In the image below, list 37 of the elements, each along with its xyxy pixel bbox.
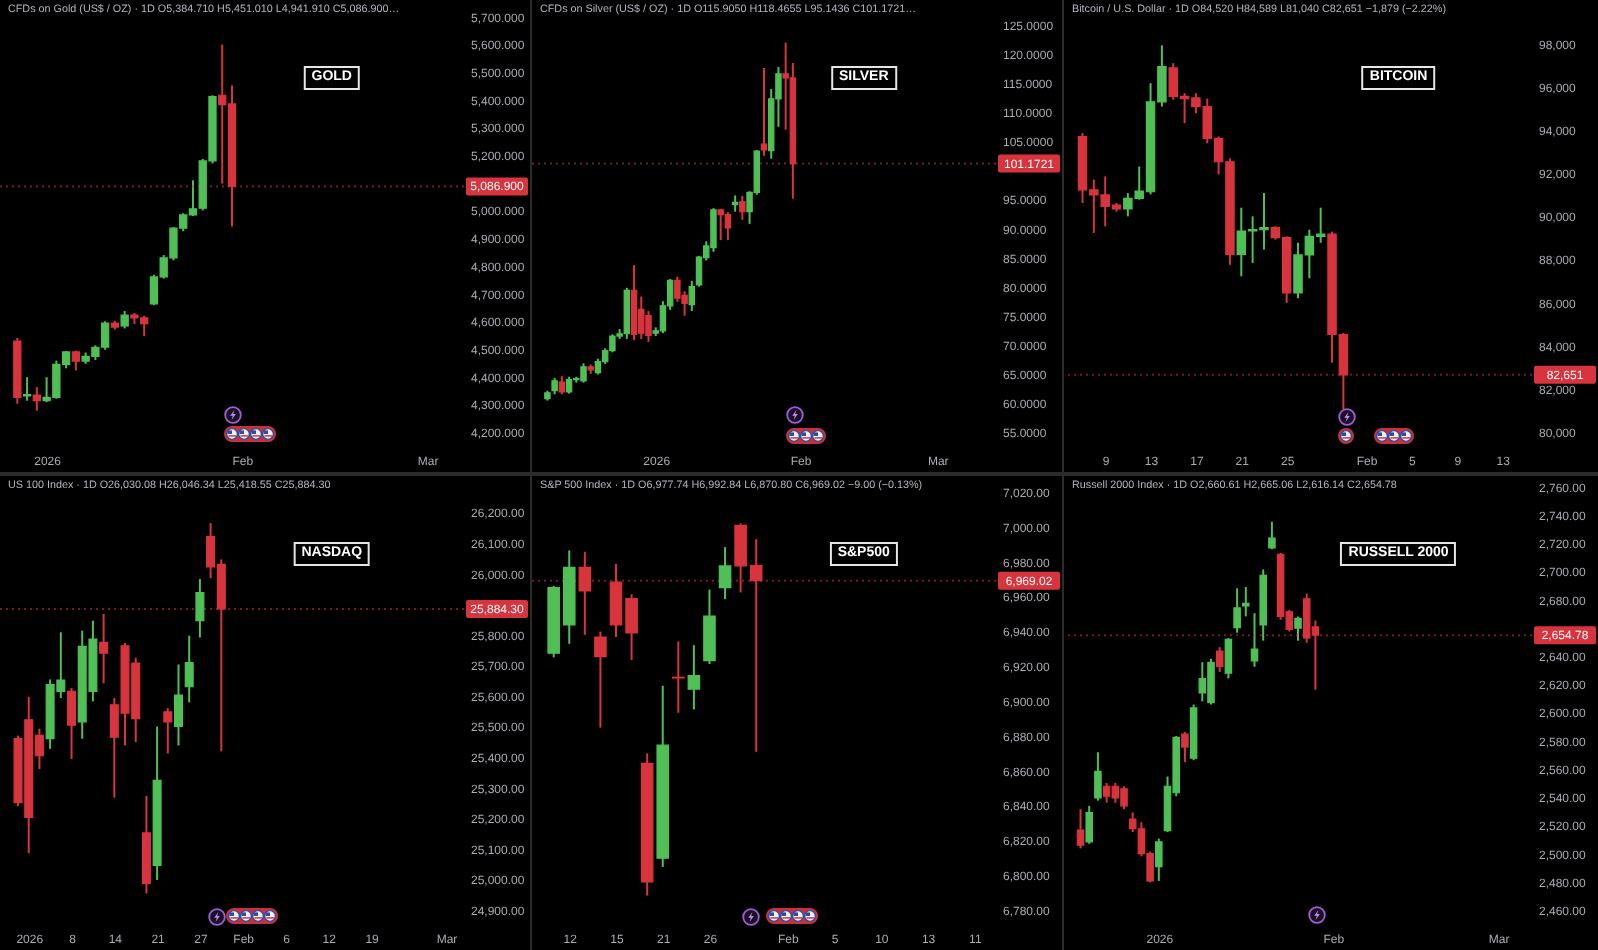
candlestick: [1111, 782, 1120, 804]
candlestick: [703, 588, 716, 665]
candlestick: [672, 640, 685, 714]
candlestick: [99, 612, 109, 685]
candlestick: [717, 207, 724, 242]
candlestick: [1181, 731, 1189, 764]
candlestick: [724, 211, 732, 242]
candlestick: [718, 546, 732, 601]
candlestick: [1076, 808, 1085, 850]
candlestick: [710, 207, 717, 253]
candlestick: [558, 375, 566, 396]
candlestick: [578, 550, 592, 636]
candlestick: [1268, 520, 1276, 551]
candlestick: [22, 376, 32, 402]
candlestick: [638, 295, 645, 340]
candlestick: [67, 686, 77, 760]
candlestick: [580, 362, 587, 384]
candlestick: [594, 630, 607, 729]
candlestick: [739, 194, 746, 221]
candlestick: [1224, 636, 1233, 680]
candlestick: [623, 286, 631, 340]
candlestick: [195, 578, 205, 639]
candlestick: [1294, 615, 1302, 642]
candlestick: [1198, 661, 1207, 703]
candlestick: [1233, 587, 1241, 634]
candlestick: [1155, 837, 1163, 882]
candlestick: [1102, 782, 1111, 804]
candlestick: [163, 707, 173, 755]
candlestick: [173, 663, 184, 747]
candlestick: [1215, 646, 1224, 673]
candlestick: [630, 264, 638, 342]
candlestick: [687, 644, 701, 711]
candlestick: [184, 634, 194, 704]
candlestick: [760, 67, 768, 157]
candlestick: [1242, 586, 1250, 618]
candlestick: [1085, 804, 1093, 845]
candlestick: [1094, 751, 1102, 802]
